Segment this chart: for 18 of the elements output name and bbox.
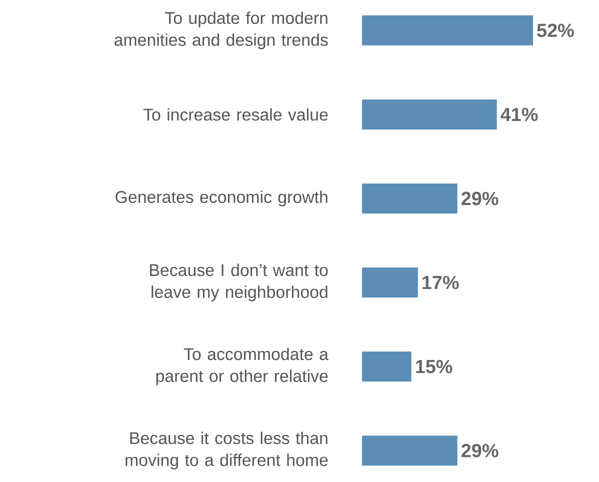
bar (362, 268, 418, 298)
bar (362, 15, 534, 46)
data-label: 15% (416, 360, 452, 374)
bar (362, 183, 458, 214)
bar (362, 436, 458, 466)
y-tick-label: Because I don’t want to leave my neighborhood (150, 264, 328, 302)
data-label: 17% (422, 276, 459, 290)
data-label: 29% (462, 192, 498, 206)
data-label: 41% (500, 108, 538, 122)
y-tick-label: To increase resale value (143, 108, 328, 121)
bar (362, 352, 412, 382)
y-tick-label: Because it costs less than moving to a different home (126, 432, 328, 470)
data-label: 29% (462, 444, 498, 458)
y-tick-label: To accommodate a parent or other relative (156, 348, 328, 386)
y-tick-label: To update for modern amenities and design trends (114, 12, 328, 50)
bar (362, 99, 497, 130)
y-tick-label: Generates economic growth (116, 190, 328, 206)
data-label: 52% (537, 24, 574, 38)
